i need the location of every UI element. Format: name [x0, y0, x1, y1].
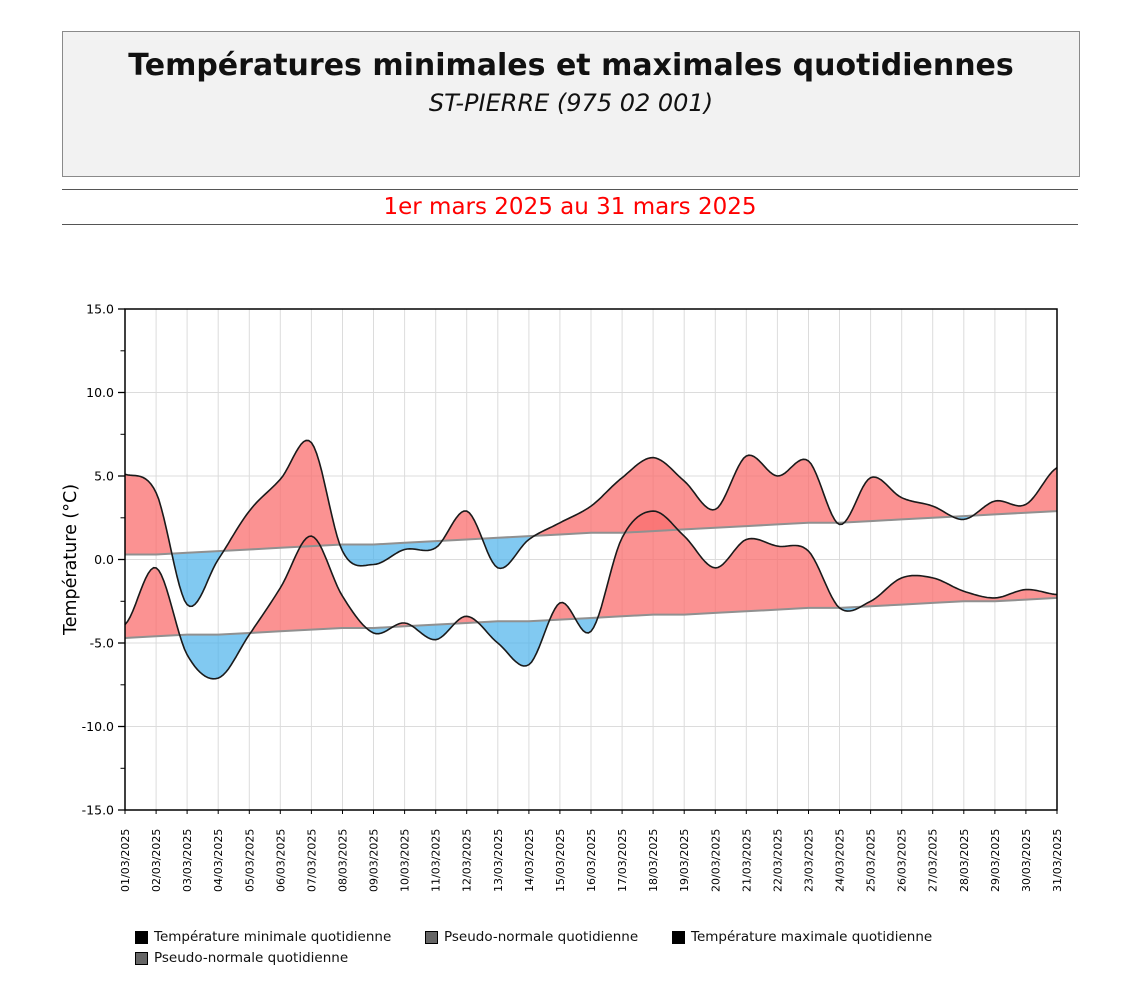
- above-normal-area: [844, 477, 953, 523]
- chart-header: Températures minimales et maximales quot…: [62, 31, 1080, 177]
- anomaly-fills: [125, 440, 1057, 679]
- x-tick-label: 28/03/2025: [958, 829, 971, 892]
- x-tick-label: 14/03/2025: [523, 829, 536, 892]
- y-tick-label: -5.0: [90, 636, 114, 651]
- x-tick-label: 01/03/2025: [119, 829, 132, 892]
- x-tick-label: 27/03/2025: [927, 829, 940, 892]
- y-axis-title: Température (°C): [61, 484, 81, 636]
- x-tick-label: 16/03/2025: [585, 829, 598, 892]
- x-tick-label: 05/03/2025: [243, 829, 256, 892]
- temperature-max-curve: [124, 439, 1058, 608]
- x-tick-label: 02/03/2025: [150, 829, 163, 892]
- x-tick-label: 13/03/2025: [492, 829, 505, 892]
- above-normal-area: [973, 467, 1057, 516]
- below-normal-area: [179, 632, 251, 679]
- x-tick-label: 18/03/2025: [647, 829, 660, 892]
- above-normal-area: [860, 575, 1057, 607]
- x-tick-label: 23/03/2025: [803, 829, 816, 892]
- x-tick-label: 07/03/2025: [305, 829, 318, 892]
- x-tick-label: 29/03/2025: [989, 829, 1002, 892]
- pseudo-normale-max-line: [125, 510, 1058, 556]
- below-normal-area: [339, 540, 443, 566]
- below-normal-area: [411, 623, 455, 640]
- y-tick-label: 5.0: [94, 469, 114, 484]
- above-normal-area: [597, 511, 840, 618]
- x-tick-label: 17/03/2025: [616, 829, 629, 892]
- below-normal-area: [477, 620, 550, 666]
- axes: 15.0 10.0 5.0 0.0 -5.0 -10.0 -15.0 01/03/2025 02…: [61, 302, 1064, 893]
- y-tick-label: 10.0: [86, 385, 114, 400]
- above-normal-area: [250, 536, 367, 633]
- x-tick-label: 21/03/2025: [740, 829, 753, 892]
- y-tick-label: 0.0: [94, 552, 114, 567]
- y-tick-label: 15.0: [86, 302, 114, 317]
- y-tick-label: -10.0: [82, 719, 114, 734]
- pseudo-normale-lines: [124, 510, 1058, 639]
- temperature-min-curve: [124, 510, 1058, 680]
- x-tick-label: 10/03/2025: [399, 829, 412, 892]
- below-normal-area: [482, 535, 535, 569]
- x-tick-label: 26/03/2025: [896, 829, 909, 892]
- x-tick-label: 03/03/2025: [181, 829, 194, 892]
- y-tick-label: -15.0: [82, 803, 114, 818]
- below-normal-area: [171, 550, 224, 607]
- x-tick-label: 12/03/2025: [461, 829, 474, 892]
- pseudo-normale-min-line: [124, 596, 1058, 639]
- x-tick-label: 25/03/2025: [865, 829, 878, 892]
- x-tick-label: 04/03/2025: [212, 829, 225, 892]
- above-normal-area: [442, 511, 483, 541]
- x-tick-label: 19/03/2025: [678, 829, 691, 892]
- x-tick-label: 22/03/2025: [771, 829, 784, 892]
- x-tick-label: 24/03/2025: [834, 829, 847, 892]
- x-tick-label: 09/03/2025: [368, 829, 381, 892]
- x-tick-label: 11/03/2025: [430, 829, 443, 892]
- x-tick-label: 30/03/2025: [1020, 829, 1033, 892]
- station-subtitle: ST-PIERRE (975 02 001): [428, 89, 714, 117]
- above-normal-area: [534, 455, 837, 536]
- above-normal-area: [125, 474, 172, 555]
- x-tick-label: 20/03/2025: [709, 829, 722, 892]
- x-tick-label: 31/03/2025: [1051, 829, 1064, 892]
- above-normal-area: [223, 440, 340, 551]
- period-band: 1er mars 2025 au 31 mars 2025: [62, 189, 1078, 225]
- above-normal-area: [549, 602, 576, 621]
- x-tick-label: 15/03/2025: [554, 829, 567, 892]
- temperature-curves: [124, 439, 1058, 680]
- grid: [125, 309, 1058, 810]
- x-tick-label: 06/03/2025: [274, 829, 287, 892]
- x-tick-label: 08/03/2025: [337, 829, 350, 892]
- period-label: 1er mars 2025 au 31 mars 2025: [383, 194, 757, 220]
- above-normal-area: [125, 567, 180, 638]
- chart-title: Températures minimales et maximales quot…: [128, 48, 1014, 83]
